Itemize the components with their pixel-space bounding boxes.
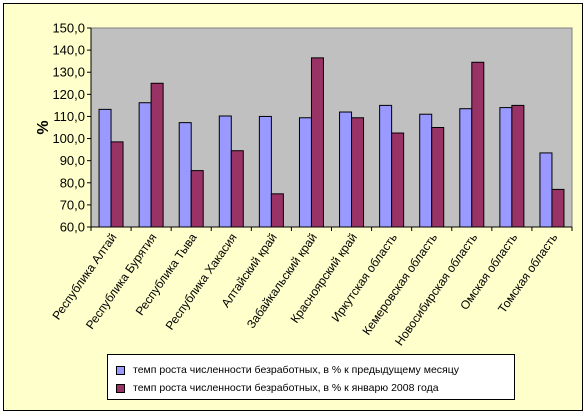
bar-series-1-5 — [258, 115, 272, 228]
plot-background — [90, 27, 573, 228]
bar-series-1-12 — [539, 152, 553, 228]
bar-series-2-9 — [431, 127, 445, 228]
bar-series-2-6 — [310, 57, 324, 228]
y-tick-label: 80,0 — [60, 175, 85, 190]
y-tick-label: 100,0 — [52, 131, 85, 146]
bar-series-2-1 — [110, 141, 124, 228]
bars — [98, 57, 565, 228]
bar-series-2-11 — [511, 104, 525, 228]
bar-series-2-3 — [190, 170, 204, 228]
x-category-label: Республика Хакасия — [163, 231, 240, 333]
x-category-label: Республика Бурятия — [83, 231, 160, 332]
y-tick-label: 70,0 — [60, 197, 85, 212]
y-tick-label: 120,0 — [52, 87, 85, 102]
y-axis: 60,0 70,0 80,0 90,0 100,0 110,0 120,0 130,0 140,… — [52, 21, 92, 235]
bar-series-1-1 — [98, 108, 112, 228]
legend-label-series-1: темп роста численности безработных, в % … — [133, 364, 459, 376]
legend: темп роста численности безработных, в % … — [107, 354, 515, 400]
y-tick-label: 90,0 — [60, 153, 85, 168]
legend-label-series-2: темп роста численности безработных, в % … — [133, 382, 439, 394]
bar-series-1-7 — [339, 111, 353, 228]
plot-area — [90, 27, 573, 228]
x-category-label: Кемеровская область — [360, 231, 441, 338]
legend-item-series-2: темп роста численности безработных, в % … — [116, 381, 439, 395]
bar-series-1-4 — [218, 115, 232, 228]
bar-series-2-5 — [270, 193, 284, 228]
y-tick-label: 150,0 — [52, 21, 85, 36]
bar-series-2-10 — [471, 61, 485, 228]
y-axis-label: % — [35, 120, 52, 134]
bar-series-2-7 — [351, 117, 365, 228]
legend-swatch-series-2 — [116, 383, 125, 393]
bar-series-1-11 — [499, 107, 513, 228]
bar-series-1-8 — [379, 104, 393, 228]
bar-series-1-3 — [178, 122, 192, 228]
bar-series-2-12 — [551, 188, 565, 228]
bar-series-2-4 — [230, 150, 244, 228]
legend-item-series-1: темп роста численности безработных, в % … — [116, 363, 459, 377]
y-tick-label: 110,0 — [53, 109, 85, 124]
bar-series-2-8 — [391, 132, 405, 228]
legend-swatch-series-1 — [116, 365, 125, 375]
y-tick-label: 60,0 — [60, 220, 85, 235]
bar-series-1-10 — [459, 108, 473, 228]
bar-series-1-2 — [138, 102, 152, 228]
x-category-label: Забайкальский край — [244, 231, 320, 331]
y-tick-label: 130,0 — [52, 65, 85, 80]
bar-series-1-9 — [419, 113, 433, 228]
bar-series-2-2 — [150, 82, 164, 228]
y-tick-label: 140,0 — [52, 43, 85, 58]
bar-series-1-6 — [298, 117, 312, 228]
